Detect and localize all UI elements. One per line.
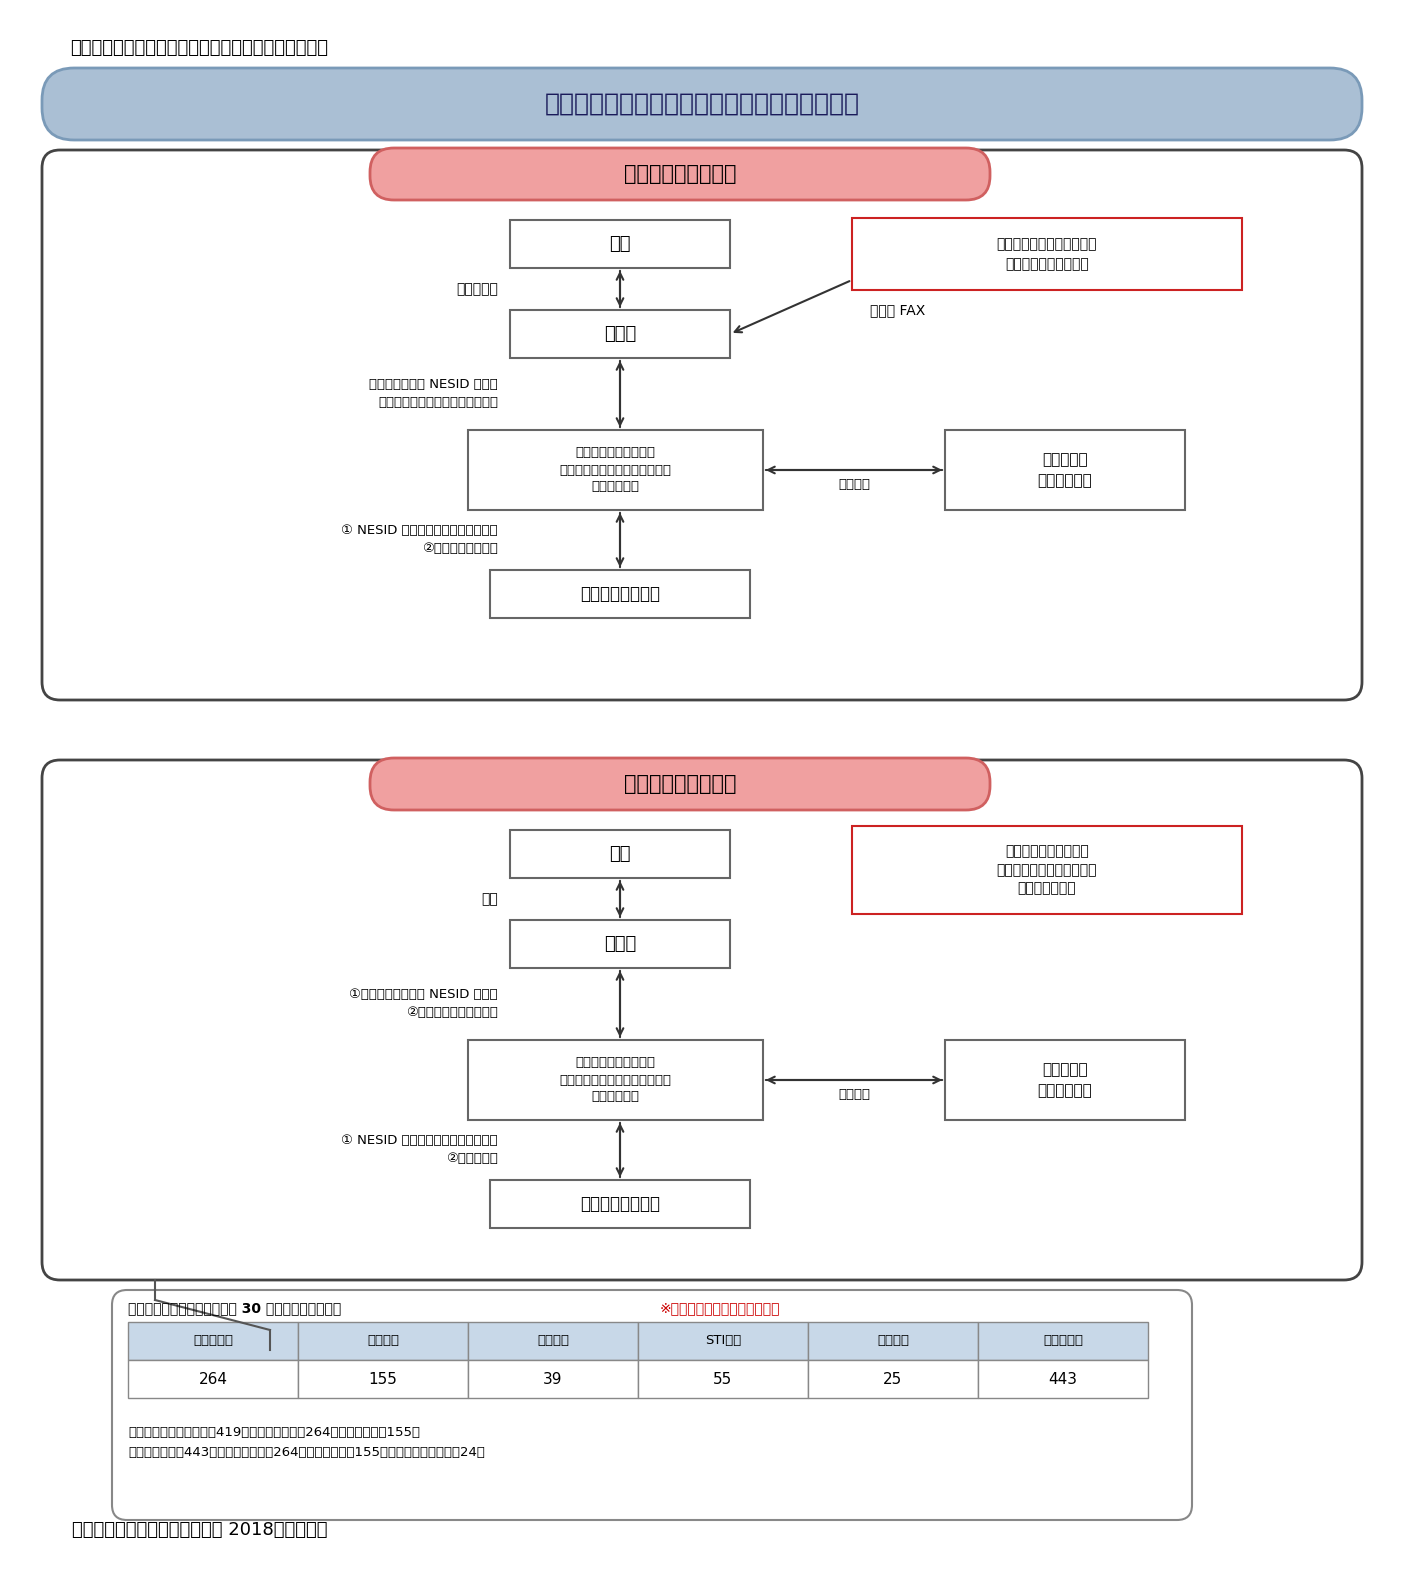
Text: 【都内定点医療機関数（平成 30 年１月４日現在）】: 【都内定点医療機関数（平成 30 年１月４日現在）】 [128,1302,341,1316]
Text: 図３．感染症発生動向調査（サーベイランス）の概略: 図３．感染症発生動向調査（サーベイランス）の概略 [70,39,329,57]
FancyBboxPatch shape [371,148,990,200]
Bar [298,1322,468,1360]
Text: ① NESID 上で情報を確認、国に報告
②情報を還元: ① NESID 上で情報を確認、国に報告 ②情報を還元 [341,1135,498,1165]
Bar [468,1041,762,1119]
Text: 155: 155 [369,1371,397,1387]
Bar [510,920,730,968]
Text: 情報共有: 情報共有 [838,478,870,492]
Bar [468,1360,637,1398]
Text: 定点把握疾患の流れ: 定点把握疾患の流れ [623,773,736,794]
Text: 39: 39 [543,1371,563,1387]
Bar [128,1360,298,1398]
Bar [468,431,762,509]
Text: 55: 55 [713,1371,733,1387]
Text: 福祉保健局
感染症対策課: 福祉保健局 感染症対策課 [1038,1063,1092,1097]
Text: ① NESID 上で情報を確認、国に報告
②週報等で情報還元: ① NESID 上で情報を確認、国に報告 ②週報等で情報還元 [341,525,498,555]
Text: 指定された医療機関は
週１回（月１回）診断した
患者数を報告。: 指定された医療機関は 週１回（月１回）診断した 患者数を報告。 [997,844,1098,896]
Text: ※連絡協議会を年一回程度開催: ※連絡協議会を年一回程度開催 [660,1302,781,1316]
Text: 発生届の情報を NESID に入力
感染拡大防止のための調査・指導: 発生届の情報を NESID に入力 感染拡大防止のための調査・指導 [369,379,498,409]
FancyBboxPatch shape [42,68,1362,140]
Text: 25: 25 [883,1371,903,1387]
Text: 保健所: 保健所 [604,935,636,953]
Text: 健康安全研究センター
（東京都感染症情報センター）
疫学情報担当: 健康安全研究センター （東京都感染症情報センター） 疫学情報担当 [559,1056,671,1104]
Text: 発生届 FAX: 発生届 FAX [870,303,925,318]
FancyBboxPatch shape [371,758,990,810]
Text: 疑似症定点: 疑似症定点 [1043,1335,1082,1347]
Bar [852,219,1243,289]
Text: 発生の届出: 発生の届出 [456,281,498,296]
Bar [490,1181,750,1228]
Text: 443: 443 [1049,1371,1077,1387]
Bar [128,1322,298,1360]
Text: 基幹定点: 基幹定点 [878,1335,908,1347]
Text: 感染症患者を診断した医師
は最寄の保健所に届出: 感染症患者を診断した医師 は最寄の保健所に届出 [997,237,1098,270]
Bar [510,310,730,358]
Bar [807,1360,979,1398]
Text: 内科定点: 内科定点 [366,1335,399,1347]
Bar [637,1360,807,1398]
Text: 出典：東京都感染症マニュアル 2018　（総論）: 出典：東京都感染症マニュアル 2018 （総論） [72,1522,327,1539]
Text: ・インフルエンザ定点（419）：小児科定点（264）＋内科定点（155）: ・インフルエンザ定点（419）：小児科定点（264）＋内科定点（155） [128,1426,420,1438]
FancyBboxPatch shape [42,759,1362,1280]
Text: 国立感染症研究所: 国立感染症研究所 [580,585,660,604]
Text: 情報共有: 情報共有 [838,1088,870,1102]
Text: 福祉保健局
感染症対策課: 福祉保健局 感染症対策課 [1038,453,1092,487]
Bar [468,1322,637,1360]
FancyBboxPatch shape [42,149,1362,700]
Bar [945,431,1185,509]
Bar [807,1322,979,1360]
Text: 小児科定点: 小児科定点 [192,1335,233,1347]
Bar [510,220,730,267]
Bar [298,1360,468,1398]
Text: 報告: 報告 [482,891,498,905]
Bar [490,571,750,618]
Text: ・疑似症定点（443）：小児科定点（264）＋内科定点（155）＋疑似症単独定点（24）: ・疑似症定点（443）：小児科定点（264）＋内科定点（155）＋疑似症単独定点… [128,1446,484,1459]
Bar [945,1041,1185,1119]
Text: 感染症発生動向調査（サーベイランス）の概略: 感染症発生動向調査（サーベイランス）の概略 [545,93,859,116]
Text: 国立感染症研究所: 国立感染症研究所 [580,1195,660,1214]
Bar [510,830,730,879]
Text: ①報告様式の情報を NESID に入力
②調査・指導（必要時）: ①報告様式の情報を NESID に入力 ②調査・指導（必要時） [350,989,498,1020]
FancyBboxPatch shape [112,1291,1192,1520]
Bar [979,1322,1148,1360]
Text: 264: 264 [198,1371,227,1387]
Text: 保健所: 保健所 [604,325,636,343]
Text: 健康安全研究センター
（東京都感染症情報センター）
疫学情報担当: 健康安全研究センター （東京都感染症情報センター） 疫学情報担当 [559,446,671,494]
Bar [852,825,1243,913]
Text: 医師: 医師 [609,234,630,253]
Text: 全数把握疾患の流れ: 全数把握疾患の流れ [623,163,736,184]
Bar [979,1360,1148,1398]
Bar [637,1322,807,1360]
Text: STI定点: STI定点 [705,1335,741,1347]
Text: 眼科定点: 眼科定点 [536,1335,569,1347]
Text: 医師: 医師 [609,846,630,863]
